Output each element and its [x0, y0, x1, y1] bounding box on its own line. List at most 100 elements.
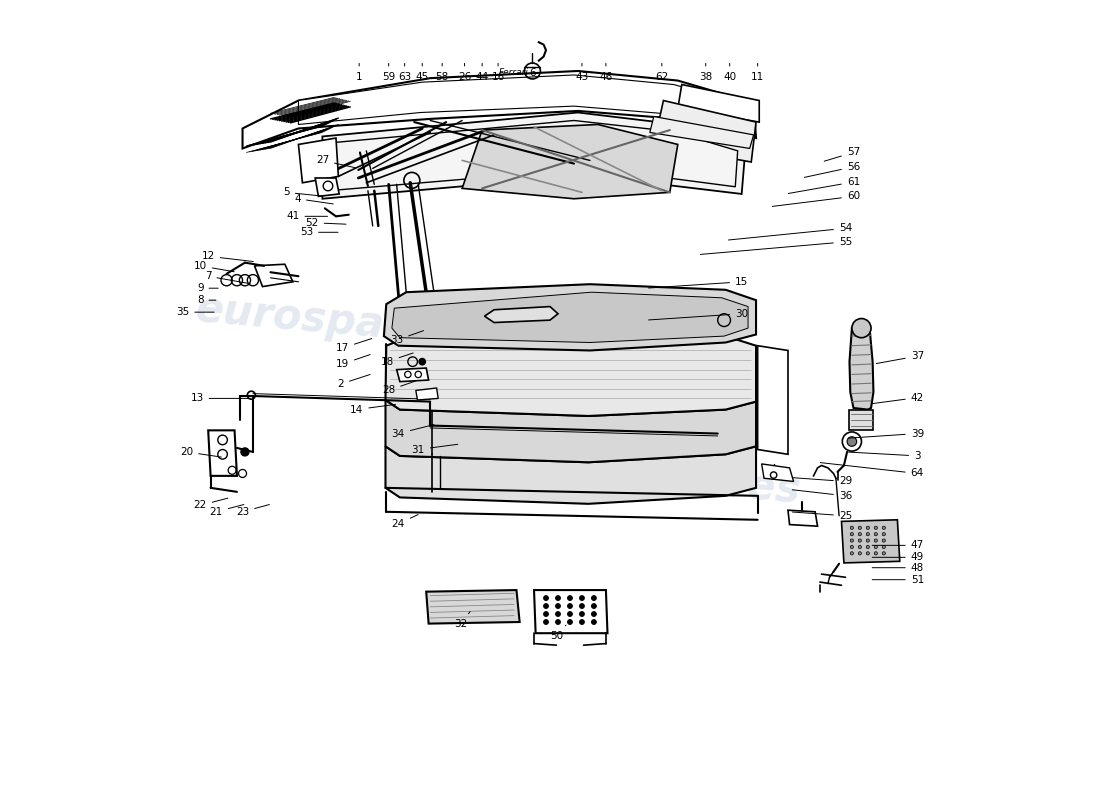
Circle shape — [850, 546, 854, 549]
Text: 16: 16 — [492, 63, 505, 82]
Text: 13: 13 — [190, 394, 250, 403]
Polygon shape — [254, 264, 293, 286]
Text: 40: 40 — [723, 63, 736, 82]
Text: 48: 48 — [872, 562, 924, 573]
Text: 52: 52 — [306, 218, 346, 228]
Text: 38: 38 — [700, 63, 713, 82]
Text: 28: 28 — [382, 381, 416, 395]
Polygon shape — [384, 284, 756, 350]
Polygon shape — [678, 85, 759, 122]
Circle shape — [882, 546, 886, 549]
Text: 53: 53 — [300, 227, 338, 238]
Polygon shape — [462, 125, 678, 198]
Text: 14: 14 — [350, 404, 396, 414]
Circle shape — [850, 533, 854, 536]
Text: 64: 64 — [821, 462, 924, 478]
Circle shape — [847, 437, 857, 446]
Circle shape — [592, 612, 596, 617]
Circle shape — [858, 552, 861, 555]
Polygon shape — [761, 464, 793, 482]
Polygon shape — [397, 368, 429, 382]
Circle shape — [874, 546, 878, 549]
Text: 1: 1 — [355, 63, 362, 82]
Text: 41: 41 — [286, 211, 328, 222]
Text: 25: 25 — [792, 510, 852, 521]
Text: 35: 35 — [176, 307, 214, 317]
Polygon shape — [208, 430, 236, 476]
Circle shape — [592, 596, 596, 601]
Circle shape — [867, 546, 869, 549]
Circle shape — [882, 526, 886, 530]
Circle shape — [592, 620, 596, 625]
Circle shape — [882, 552, 886, 555]
Text: 10: 10 — [194, 261, 234, 272]
Circle shape — [580, 604, 584, 609]
Text: 37: 37 — [877, 351, 924, 363]
Text: 59: 59 — [382, 63, 395, 82]
Polygon shape — [842, 520, 900, 563]
Text: 46: 46 — [600, 63, 613, 82]
Text: 22: 22 — [194, 498, 228, 510]
Polygon shape — [788, 510, 817, 526]
Text: 55: 55 — [701, 237, 852, 254]
Text: 51: 51 — [872, 574, 924, 585]
Circle shape — [850, 539, 854, 542]
Circle shape — [543, 596, 549, 601]
Text: 60: 60 — [772, 191, 860, 206]
Polygon shape — [298, 75, 750, 133]
Text: 34: 34 — [392, 425, 433, 438]
Polygon shape — [242, 71, 756, 149]
Text: 43: 43 — [575, 63, 589, 82]
Circle shape — [568, 620, 572, 625]
Circle shape — [858, 526, 861, 530]
Text: 58: 58 — [436, 63, 449, 82]
Circle shape — [882, 539, 886, 542]
Circle shape — [874, 539, 878, 542]
Polygon shape — [316, 178, 339, 196]
Text: 62: 62 — [656, 63, 669, 82]
Text: 21: 21 — [210, 505, 244, 517]
Circle shape — [556, 604, 560, 609]
Circle shape — [543, 612, 549, 617]
Text: 5: 5 — [283, 187, 322, 198]
Polygon shape — [385, 330, 756, 416]
Circle shape — [858, 533, 861, 536]
Polygon shape — [328, 121, 738, 190]
Circle shape — [867, 552, 869, 555]
Text: 7: 7 — [205, 271, 250, 284]
Circle shape — [874, 526, 878, 530]
Text: 19: 19 — [336, 354, 370, 369]
Circle shape — [867, 533, 869, 536]
Text: Ferrari: Ferrari — [499, 68, 529, 77]
Text: 11: 11 — [751, 63, 764, 82]
Text: 2: 2 — [338, 374, 370, 389]
Polygon shape — [426, 590, 519, 624]
Polygon shape — [392, 292, 748, 342]
Polygon shape — [298, 138, 339, 182]
Circle shape — [851, 318, 871, 338]
Text: eurospares: eurospares — [194, 288, 460, 353]
Polygon shape — [758, 346, 788, 454]
Circle shape — [568, 596, 572, 601]
Text: 17: 17 — [336, 338, 372, 353]
Polygon shape — [385, 446, 756, 504]
Circle shape — [580, 596, 584, 601]
Text: 12: 12 — [201, 251, 253, 262]
Text: 3: 3 — [848, 451, 921, 461]
Text: 50: 50 — [550, 626, 566, 641]
Circle shape — [426, 314, 438, 326]
Circle shape — [850, 526, 854, 530]
Text: 39: 39 — [848, 429, 924, 438]
Circle shape — [867, 539, 869, 542]
Text: 23: 23 — [235, 505, 270, 517]
Text: 18: 18 — [381, 353, 414, 366]
Text: 49: 49 — [872, 552, 924, 562]
Circle shape — [858, 539, 861, 542]
Polygon shape — [534, 590, 607, 633]
Circle shape — [580, 620, 584, 625]
Circle shape — [592, 604, 596, 609]
Text: 29: 29 — [792, 477, 852, 486]
Circle shape — [874, 533, 878, 536]
Text: 44: 44 — [475, 63, 488, 82]
Text: 54: 54 — [728, 223, 852, 240]
